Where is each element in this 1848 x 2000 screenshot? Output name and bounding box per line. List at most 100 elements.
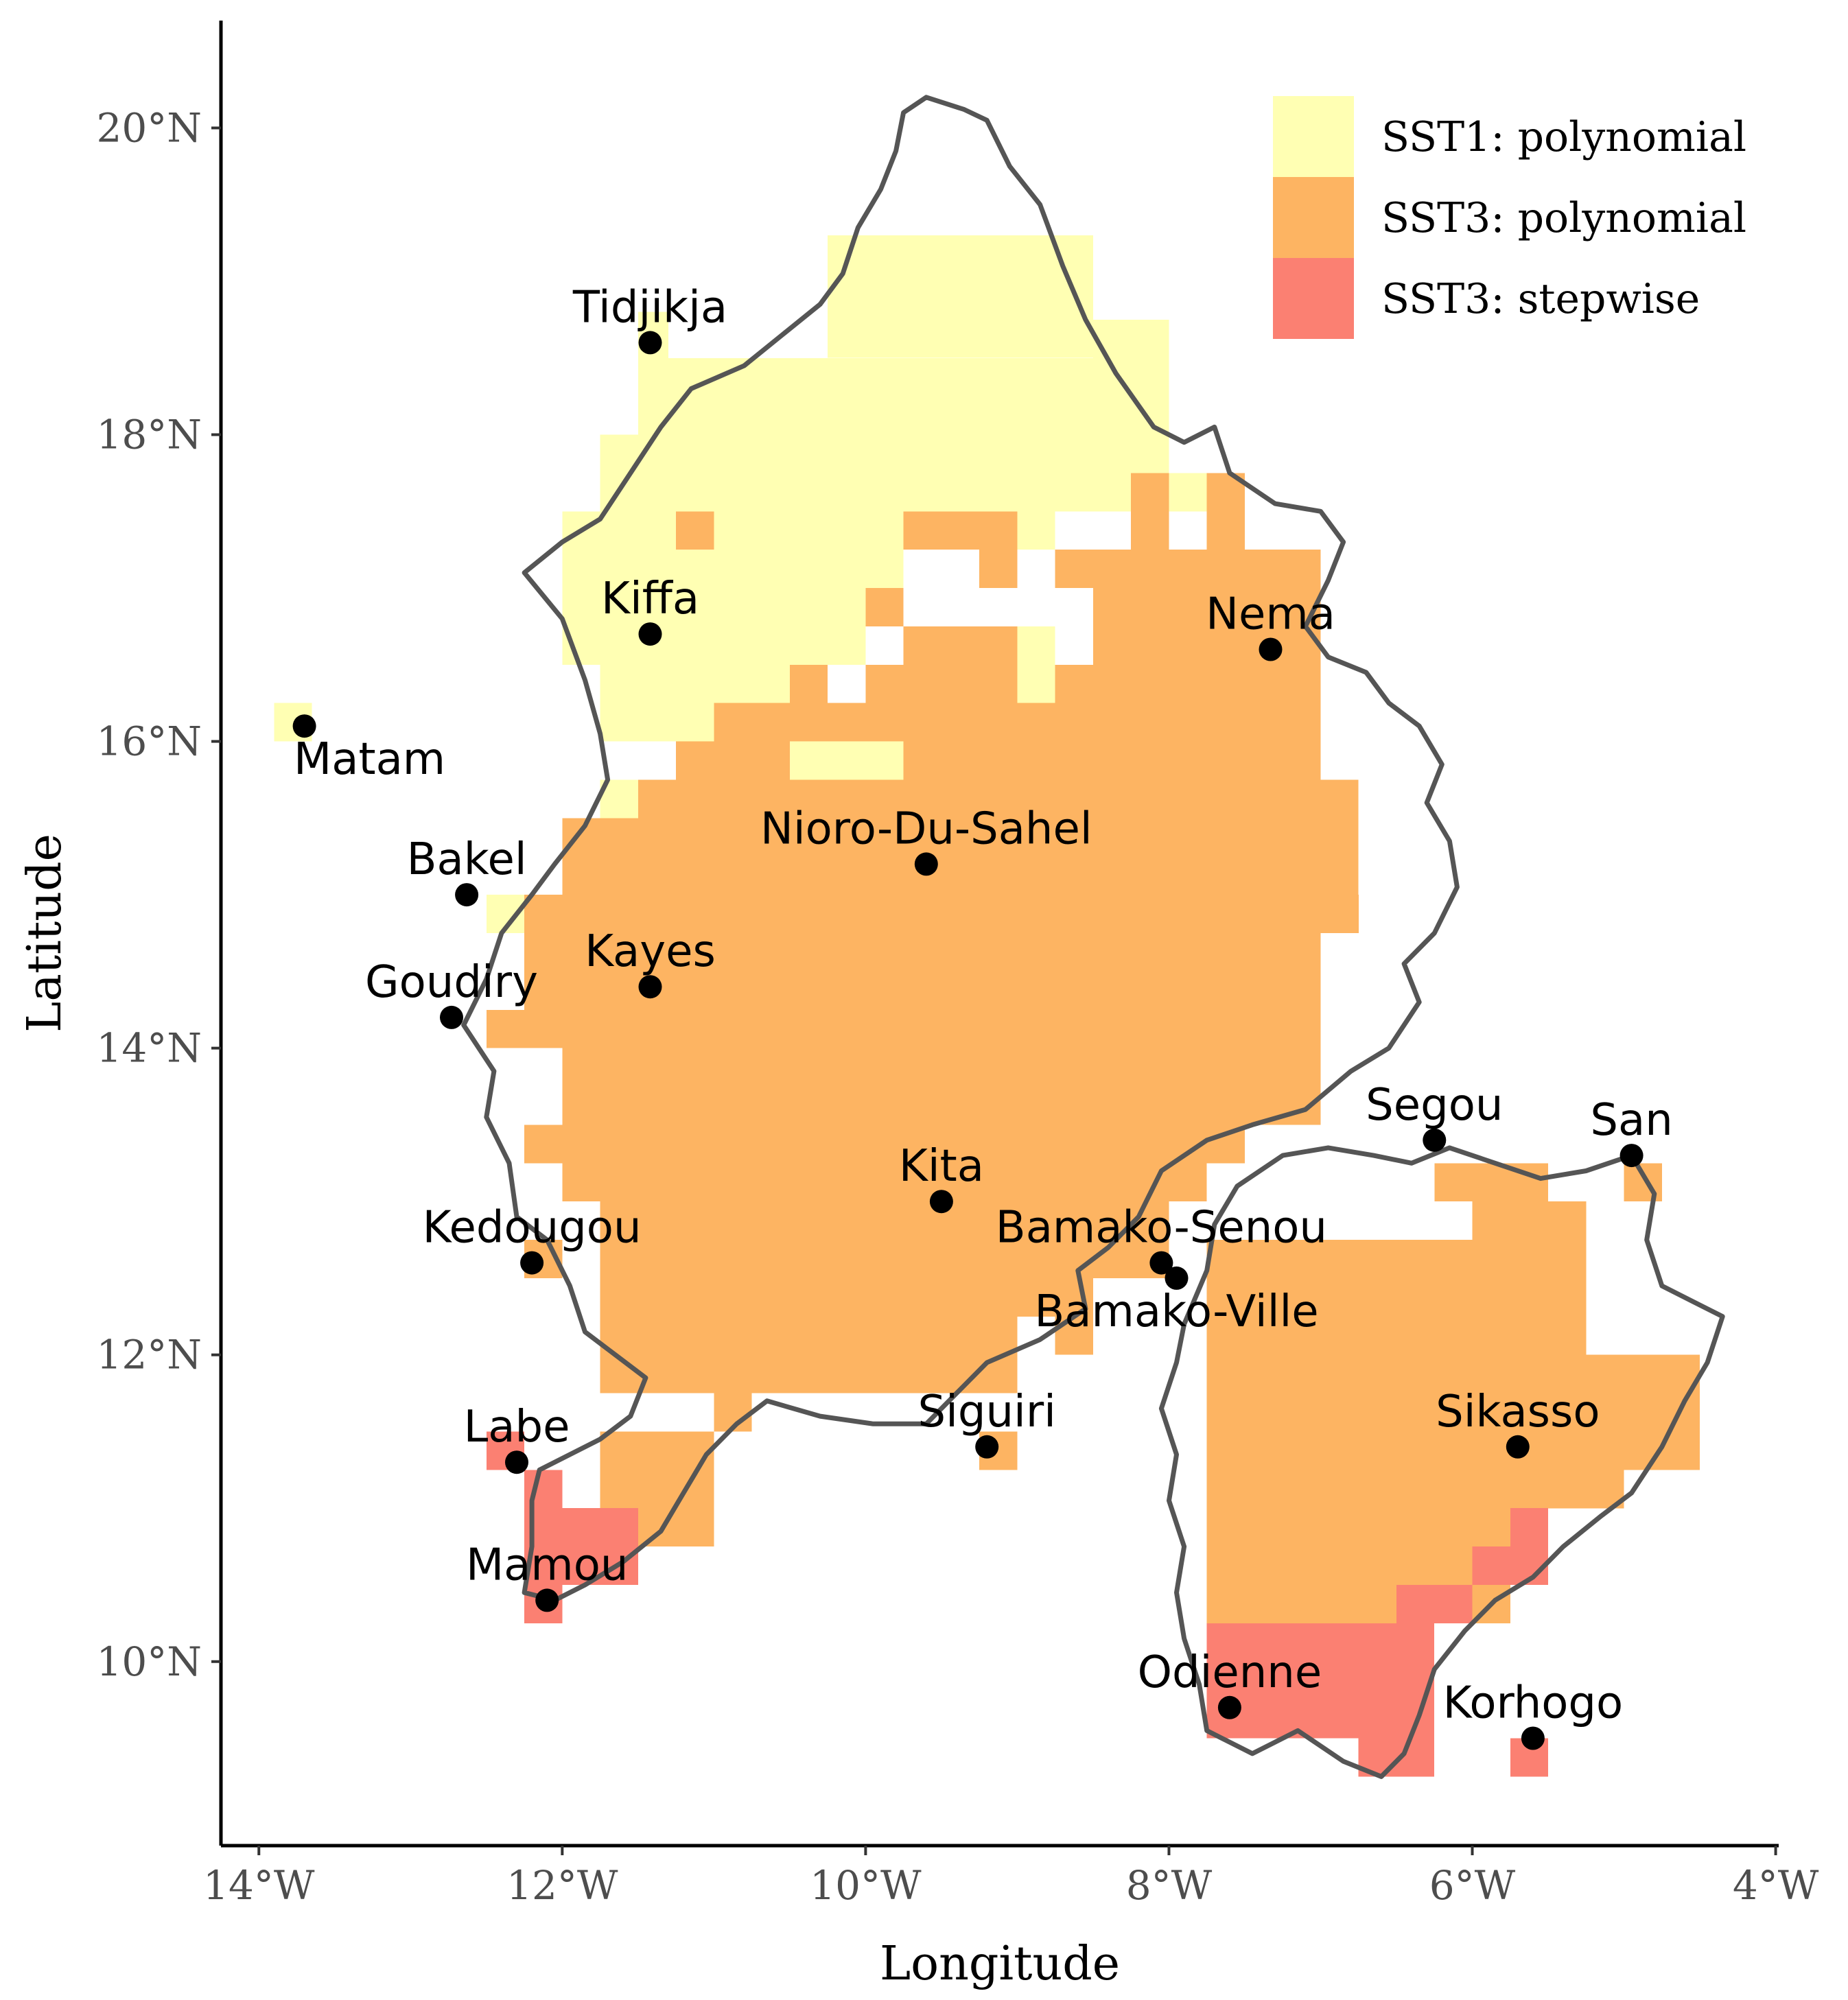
cell-group-2 (486, 1431, 1549, 1777)
city-label: Tidjikja (572, 282, 727, 333)
city-label: Bamako-Senou (996, 1203, 1327, 1254)
grid-cell (524, 1125, 1245, 1164)
grid-cell (865, 588, 904, 626)
grid-cell (828, 511, 904, 589)
grid-cell (1206, 1354, 1700, 1470)
grid-cell (903, 511, 1018, 550)
x-axis-title: Longitude (880, 1937, 1120, 1991)
grid-cell (600, 1316, 1018, 1393)
grid-cell (638, 779, 1359, 819)
city-point (440, 1005, 463, 1029)
cell-group-0 (274, 235, 1245, 933)
basin-boundary-layer (461, 95, 1725, 1779)
grid-cell (828, 235, 941, 358)
city-label: Odienne (1138, 1647, 1322, 1698)
x-tick-label: 14°W (203, 1862, 315, 1909)
grid-cell (562, 818, 1359, 895)
y-tick-label: 12°N (96, 1332, 202, 1378)
city-label: Kiffa (601, 574, 699, 624)
grid-cell (1206, 1470, 1624, 1509)
legend-swatch (1273, 177, 1354, 258)
city-point (1521, 1726, 1545, 1750)
y-tick-label: 18°N (96, 412, 202, 458)
legend-swatch (1273, 96, 1354, 177)
city-label: Bamako-Ville (1034, 1286, 1318, 1337)
city-point (292, 714, 316, 738)
y-tick-label: 16°N (96, 718, 202, 765)
grid-cell (486, 1009, 525, 1048)
city-label: Kedougou (423, 1203, 642, 1254)
city-label: Mamou (466, 1540, 629, 1590)
grid-cell (1206, 1240, 1473, 1355)
city-point (1217, 1695, 1241, 1719)
y-tick-label: 10°N (96, 1638, 202, 1685)
city-point (505, 1450, 528, 1474)
grid-cell (562, 1048, 1321, 1125)
city-point (455, 883, 479, 907)
basin-boundary-1 (1158, 1145, 1725, 1779)
grid-cell (1206, 473, 1245, 550)
city-layer: Tidjikja Kiffa Nema Matam Nioro-Du-Sahel Bake… (292, 282, 1673, 1750)
x-tick-label: 6°W (1429, 1862, 1516, 1909)
basin-boundary-0 (461, 95, 1460, 1603)
grid-cell (1472, 1201, 1587, 1355)
city-point (1165, 1266, 1189, 1290)
grid-cell (524, 895, 1359, 933)
grid-cell (1092, 588, 1321, 665)
city-label: Segou (1366, 1080, 1503, 1131)
x-tick-label: 12°W (506, 1862, 618, 1909)
grid-cell (1510, 1508, 1549, 1547)
city-point (638, 331, 662, 355)
grid-cell (562, 1163, 1207, 1202)
city-label: Siguiri (917, 1387, 1055, 1437)
grid-cell (903, 741, 1321, 780)
city-label: Nioro-Du-Sahel (760, 803, 1092, 854)
city-point (638, 622, 662, 646)
grid-cell (1206, 1661, 1435, 1739)
grid-cell (676, 741, 790, 780)
grid-cell (1055, 664, 1321, 703)
grid-cell (865, 664, 1018, 703)
city-point (929, 1190, 953, 1214)
axes-layer: 14°W 12°W 10°W 8°W 6°W 4°W 10°N 12°N 14°N 16°N 18°… (96, 21, 1819, 1909)
x-tick-label: 10°W (810, 1862, 922, 1909)
city-label: Nema (1206, 589, 1335, 640)
city-label: Labe (464, 1402, 570, 1452)
city-point (1259, 637, 1283, 661)
city-point (638, 975, 662, 999)
city-label: Korhogo (1443, 1678, 1624, 1729)
city-point (520, 1251, 544, 1275)
city-point (1619, 1144, 1644, 1168)
grid-cell (524, 1508, 638, 1585)
city-label: Goudiry (365, 957, 538, 1008)
city-point (975, 1435, 999, 1459)
grid-cell (600, 703, 714, 742)
city-point (535, 1588, 559, 1612)
grid-cell (1434, 1163, 1549, 1202)
grid-cell (1472, 1546, 1548, 1585)
y-tick-label: 20°N (96, 104, 202, 151)
legend-label: SST3: stepwise (1381, 275, 1700, 323)
city-label: Sikasso (1436, 1387, 1600, 1437)
grid-cell (600, 664, 790, 703)
grid-cell (714, 703, 1321, 742)
city-point (914, 852, 938, 876)
grid-cell (676, 511, 714, 550)
legend-label: SST1: polynomial (1381, 113, 1746, 161)
city-point (1149, 1251, 1173, 1275)
grid-cell (789, 741, 904, 780)
grid-cell (600, 1278, 1055, 1317)
y-axis-title: Latitude (18, 834, 72, 1033)
city-label: San (1590, 1095, 1672, 1146)
city-point (1423, 1128, 1447, 1152)
grid-cell (1055, 550, 1321, 589)
city-point (1506, 1435, 1530, 1459)
grid-cell (600, 434, 1169, 473)
grid-cell (1206, 1623, 1435, 1662)
grid-cell (1017, 626, 1055, 703)
y-tick-label: 14°N (96, 1025, 202, 1072)
grid-cell (979, 550, 1018, 589)
grid-cell (903, 626, 1018, 665)
grid-cell (1396, 1585, 1473, 1623)
